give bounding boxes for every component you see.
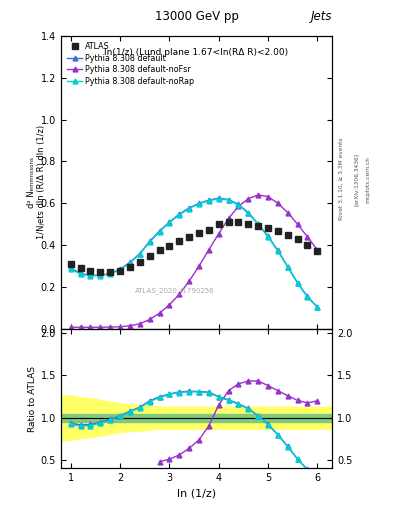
Legend: ATLAS, Pythia 8.308 default, Pythia 8.308 default-noFsr, Pythia 8.308 default-no: ATLAS, Pythia 8.308 default, Pythia 8.30… — [65, 40, 196, 88]
Text: [arXiv:1306.3436]: [arXiv:1306.3436] — [354, 153, 359, 206]
Text: 13000 GeV pp: 13000 GeV pp — [154, 10, 239, 23]
Text: mcplots.cern.ch: mcplots.cern.ch — [365, 156, 371, 203]
Text: Rivet 3.1.10, ≥ 3.3M events: Rivet 3.1.10, ≥ 3.3M events — [339, 138, 344, 221]
X-axis label: ln (1/z): ln (1/z) — [177, 489, 216, 499]
Text: ATLAS_2020_I1790256: ATLAS_2020_I1790256 — [135, 287, 215, 294]
Y-axis label: d² Nₑₘₘₙₛₛₒₙₛ
1/Nⱼets dln (R/Δ R) dln (1/z): d² Nₑₘₘₙₛₛₒₙₛ 1/Nⱼets dln (R/Δ R) dln (1… — [27, 125, 46, 240]
Text: ln(1/z) (Lund plane 1.67<ln(RΔ R)<2.00): ln(1/z) (Lund plane 1.67<ln(RΔ R)<2.00) — [105, 48, 288, 56]
Text: Jets: Jets — [310, 10, 332, 23]
Y-axis label: Ratio to ATLAS: Ratio to ATLAS — [28, 366, 37, 432]
